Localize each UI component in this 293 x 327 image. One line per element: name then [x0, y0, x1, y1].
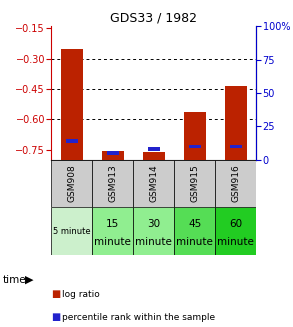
Text: 15: 15 — [106, 219, 120, 229]
Text: GSM914: GSM914 — [149, 165, 158, 202]
Bar — [183, 112, 206, 160]
Bar — [133, 160, 174, 207]
Bar — [101, 150, 124, 160]
Bar — [148, 147, 160, 151]
Text: GSM916: GSM916 — [231, 165, 240, 202]
Bar — [215, 160, 256, 207]
Text: 60: 60 — [229, 219, 242, 229]
Text: minute: minute — [94, 237, 131, 247]
Text: GSM908: GSM908 — [67, 165, 76, 202]
Bar — [66, 139, 78, 143]
Text: percentile rank within the sample: percentile rank within the sample — [62, 313, 215, 322]
Bar — [215, 207, 256, 255]
Text: minute: minute — [135, 237, 172, 247]
Bar — [51, 207, 92, 255]
Bar — [230, 145, 242, 148]
Text: minute: minute — [176, 237, 213, 247]
Text: 45: 45 — [188, 219, 202, 229]
Text: GSM915: GSM915 — [190, 165, 199, 202]
Bar — [174, 207, 215, 255]
Text: 30: 30 — [147, 219, 160, 229]
Bar — [225, 86, 247, 160]
Bar — [142, 152, 165, 160]
Text: ■: ■ — [51, 312, 61, 322]
Text: minute: minute — [217, 237, 254, 247]
Bar — [174, 160, 215, 207]
Text: ▶: ▶ — [25, 275, 33, 284]
Text: log ratio: log ratio — [62, 290, 99, 299]
Text: GSM913: GSM913 — [108, 165, 117, 202]
Text: time: time — [3, 275, 27, 284]
Bar — [92, 207, 133, 255]
Bar — [133, 207, 174, 255]
Bar — [189, 145, 201, 148]
Text: ■: ■ — [51, 289, 61, 299]
Bar — [92, 160, 133, 207]
Bar — [51, 160, 92, 207]
Title: GDS33 / 1982: GDS33 / 1982 — [110, 12, 197, 25]
Bar — [107, 151, 119, 155]
Bar — [60, 49, 83, 160]
Text: 5 minute: 5 minute — [53, 227, 91, 236]
